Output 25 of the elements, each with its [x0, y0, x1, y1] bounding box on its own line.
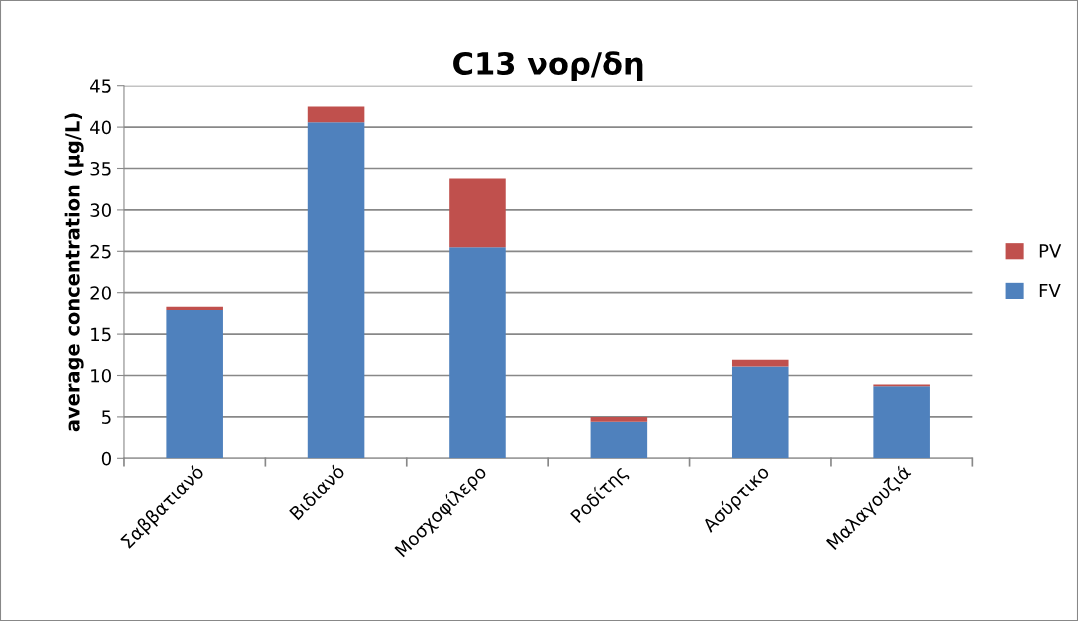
y-tick-label: 40: [90, 120, 111, 135]
y-axis-title: average concentration (μg/L): [64, 113, 84, 432]
bar: [307, 122, 365, 459]
y-tick-label: 35: [90, 161, 111, 176]
bar: [873, 386, 930, 459]
bar: [590, 416, 648, 422]
y-tick-label: 10: [91, 368, 111, 383]
y-tick-label: 5: [102, 410, 111, 425]
bar: [166, 306, 223, 311]
bar: [166, 310, 223, 459]
bar: [449, 178, 506, 248]
bar: [449, 247, 506, 459]
y-tick-label: 20: [90, 286, 111, 300]
bar: [731, 366, 789, 459]
y-tick-label: 25: [90, 244, 111, 259]
bar: [307, 106, 365, 123]
y-tick-label: 45: [90, 79, 111, 93]
y-tick-label: 15: [91, 327, 111, 342]
chart-title: C13 νορ/δη: [453, 51, 643, 81]
bar: [731, 359, 789, 367]
legend-label: FV: [1039, 283, 1061, 298]
y-tick-label: 30: [90, 203, 111, 218]
bar: [590, 421, 648, 459]
y-tick-label: 0: [101, 451, 111, 466]
legend-label: PV: [1039, 244, 1062, 258]
